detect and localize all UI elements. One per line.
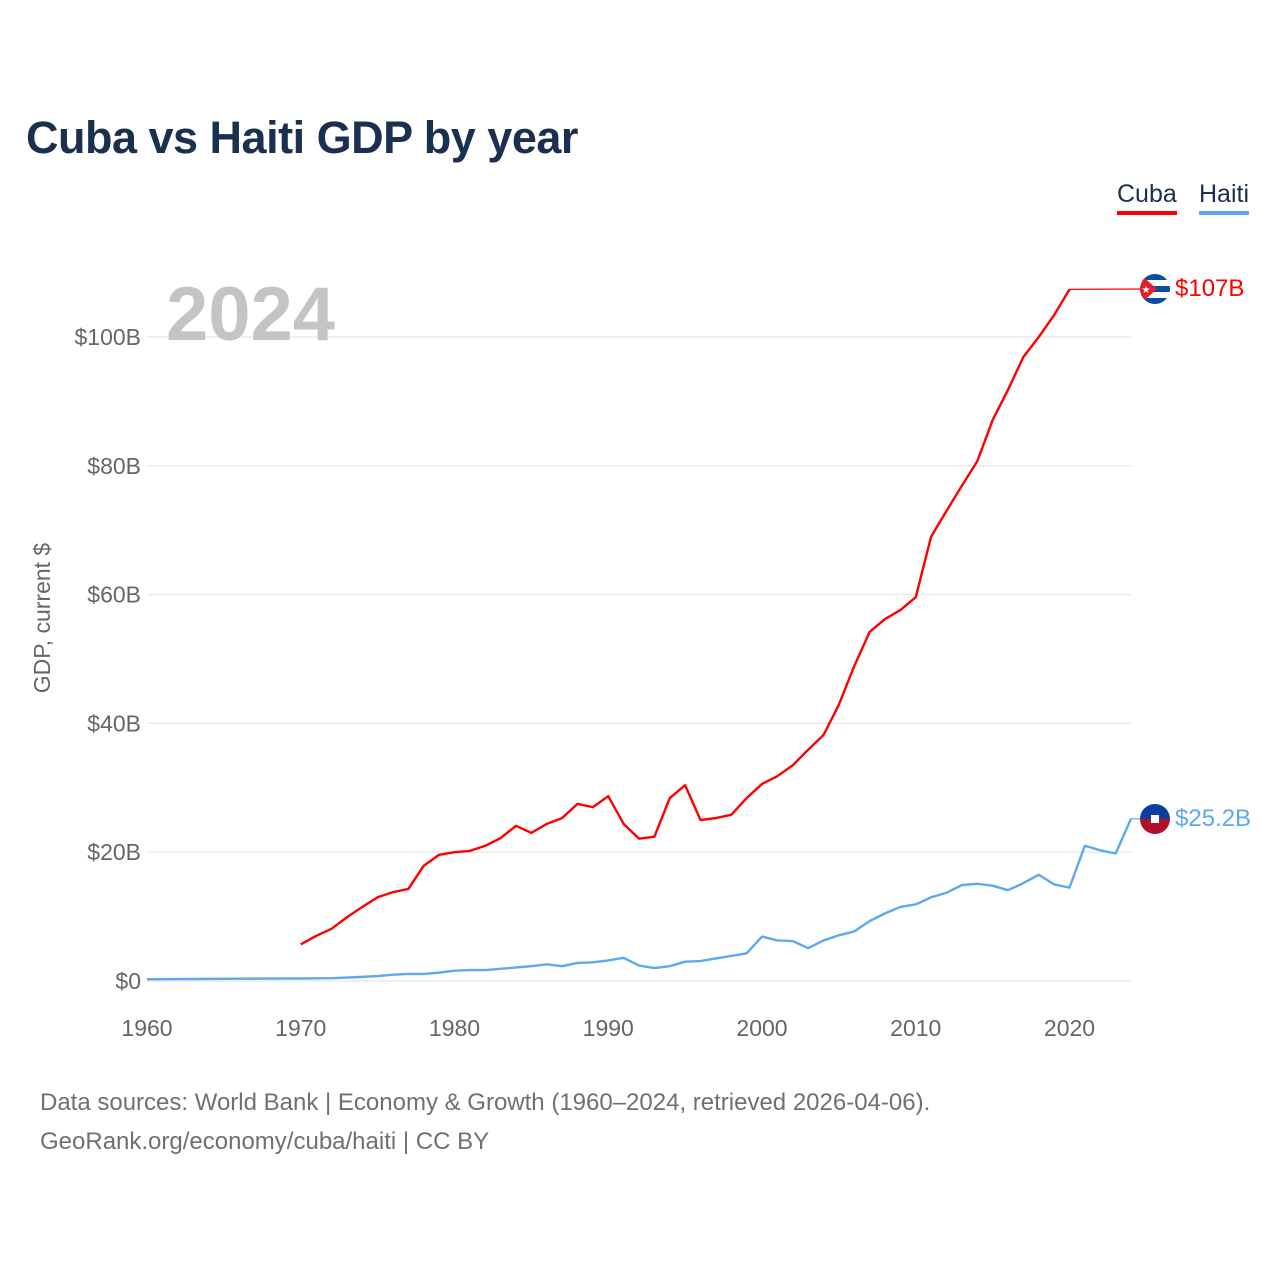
x-tick-label: 2020 xyxy=(1044,1015,1095,1041)
year-watermark: 2024 xyxy=(166,272,335,357)
haiti-series-line xyxy=(146,818,1133,981)
svg-text:★: ★ xyxy=(1142,285,1151,296)
y-tick-label: $100B xyxy=(74,324,141,350)
x-tick-label: 1960 xyxy=(121,1015,172,1041)
y-tick-label: $20B xyxy=(87,839,141,865)
x-tick-label: 1990 xyxy=(583,1015,634,1041)
y-tick-label: $0 xyxy=(115,968,141,994)
cuba-flag-icon: ★ xyxy=(1140,274,1170,304)
x-tick-label: 2000 xyxy=(736,1015,787,1041)
source-footer: Data sources: World Bank | Economy & Gro… xyxy=(40,1083,930,1161)
y-tick-label: $40B xyxy=(87,710,141,736)
chart-title: Cuba vs Haiti GDP by year xyxy=(26,112,578,163)
haiti-end-label: $25.2B xyxy=(1175,805,1251,832)
x-tick-label: 1970 xyxy=(275,1015,326,1041)
x-tick-label: 2010 xyxy=(890,1015,941,1041)
footer-link[interactable]: GeoRank.org/economy/cuba/haiti | CC BY xyxy=(40,1128,490,1155)
cuba-end-label: $107B xyxy=(1175,275,1244,302)
x-tick-label: 1980 xyxy=(429,1015,480,1041)
footer-sources: Data sources: World Bank | Economy & Gro… xyxy=(40,1089,931,1116)
y-tick-label: $80B xyxy=(87,453,141,479)
y-tick-label: $60B xyxy=(87,582,141,608)
cuba-series-line xyxy=(300,288,1071,946)
y-axis-label: GDP, current $ xyxy=(29,543,55,694)
legend-item-cuba[interactable]: Cuba xyxy=(1117,180,1177,215)
legend-item-haiti[interactable]: Haiti xyxy=(1199,180,1250,215)
haiti-flag-icon xyxy=(1140,804,1170,834)
